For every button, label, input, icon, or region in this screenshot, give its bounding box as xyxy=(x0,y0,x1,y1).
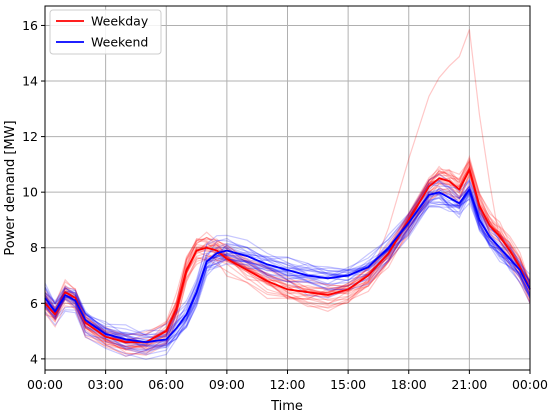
weekend-daily-line xyxy=(44,180,531,338)
weekday-daily-line xyxy=(44,162,531,336)
weekend-daily-line xyxy=(44,193,531,352)
weekend-mean-line xyxy=(44,188,531,344)
weekday-mean-line xyxy=(44,168,531,344)
weekday-daily-line xyxy=(44,160,531,349)
weekend-daily-line xyxy=(44,190,531,337)
weekday-daily-line xyxy=(44,29,531,344)
weekday-daily-line xyxy=(44,180,531,347)
weekday-daily-line xyxy=(44,154,531,350)
x-tick-label: 00:00 xyxy=(512,377,548,392)
weekday-daily-line xyxy=(44,159,531,343)
weekend-daily-line xyxy=(44,188,531,344)
weekend-daily-line xyxy=(44,183,531,356)
weekend-daily-line xyxy=(44,191,531,361)
series-lines xyxy=(44,168,531,344)
weekend-daily-line xyxy=(44,179,531,336)
x-tick-label: 18:00 xyxy=(391,377,427,392)
legend-weekend-label: Weekend xyxy=(91,35,148,50)
weekend-daily-line xyxy=(44,190,531,351)
y-tick-label: 8 xyxy=(30,240,38,255)
weekday-daily-line xyxy=(44,160,531,350)
x-axis-label: Time xyxy=(270,399,303,414)
x-tick-label: 06:00 xyxy=(148,377,184,392)
y-tick-label: 4 xyxy=(30,351,38,366)
legend: Weekday Weekend xyxy=(49,9,162,55)
weekend-daily-line xyxy=(44,173,531,336)
grid-lines xyxy=(44,6,531,370)
y-tick-label: 16 xyxy=(22,18,38,33)
weekend-daily-line xyxy=(44,197,531,348)
y-tick-label: 6 xyxy=(30,296,38,311)
weekend-daily-line xyxy=(44,189,531,343)
weekend-daily-line xyxy=(44,198,531,345)
x-tick-label: 15:00 xyxy=(330,377,366,392)
x-tick-label: 00:00 xyxy=(27,377,63,392)
x-axis: 00:00 03:00 06:00 09:00 12:00 15:00 18:00 21:00… xyxy=(27,370,548,392)
weekend-daily-line xyxy=(44,177,531,342)
weekend-daily-line xyxy=(44,193,531,351)
x-tick-label: 21:00 xyxy=(451,377,487,392)
x-tick-label: 09:00 xyxy=(209,377,245,392)
y-axis-label: Power demand [MW] xyxy=(3,120,18,255)
y-tick-label: 14 xyxy=(22,74,38,89)
weekday-daily-line xyxy=(44,157,531,345)
weekday-daily-line xyxy=(44,158,531,351)
y-tick-label: 12 xyxy=(22,129,38,144)
x-tick-label: 12:00 xyxy=(269,377,305,392)
y-tick-label: 10 xyxy=(22,185,38,200)
y-axis: 4 6 8 10 12 14 16 xyxy=(22,18,45,366)
x-tick-label: 03:00 xyxy=(88,377,124,392)
legend-weekday-label: Weekday xyxy=(91,14,149,29)
